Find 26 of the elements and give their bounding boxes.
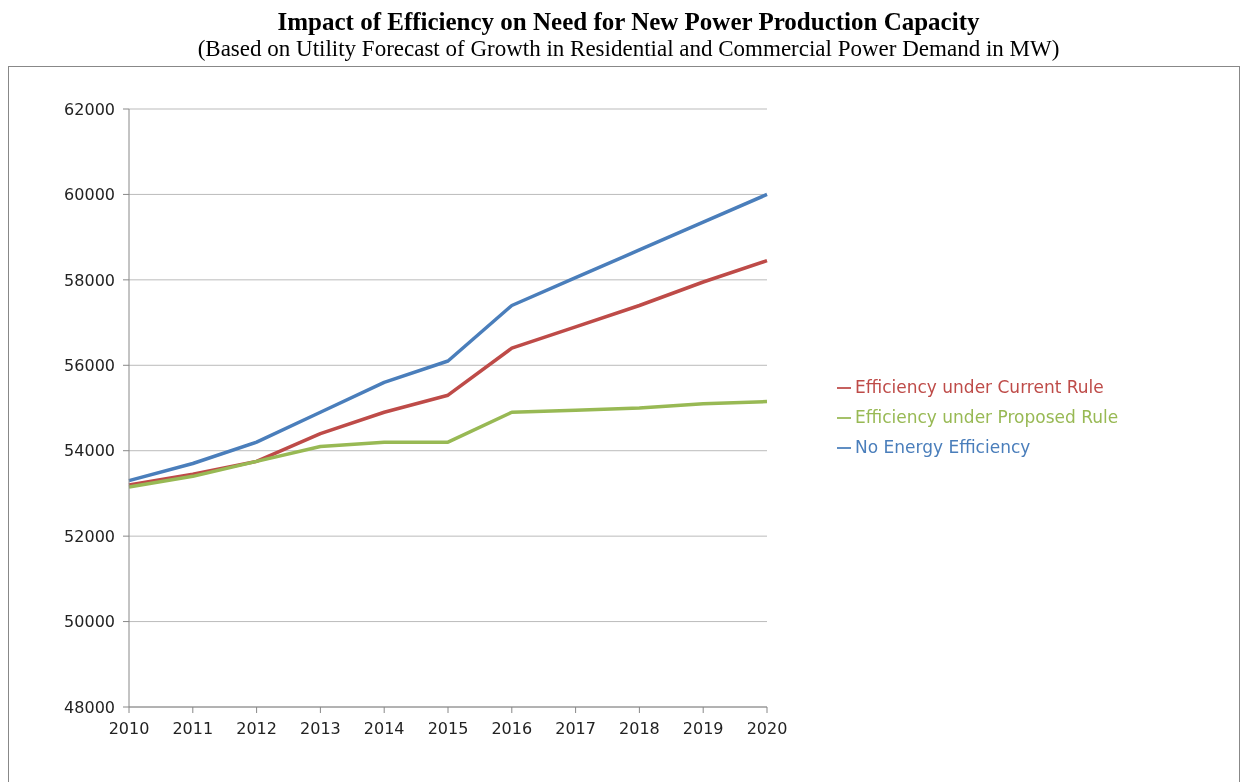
x-tick-label: 2012 — [236, 719, 277, 739]
line-series — [127, 192, 769, 483]
x-tick-label: 2011 — [172, 719, 214, 739]
y-tick-label: 60000 — [64, 185, 115, 205]
y-tick-label: 54000 — [64, 441, 115, 461]
x-tick-label: 2014 — [363, 719, 405, 739]
x-tick-label: 2015 — [427, 719, 469, 739]
x-tick-label: 2020 — [746, 719, 788, 739]
y-tick-label: 56000 — [64, 355, 115, 375]
chart-subtitle: (Based on Utility Forecast of Growth in Residential and Commercial Power Demand in MW) — [196, 36, 1061, 62]
x-tick-label: 2010 — [108, 719, 150, 739]
chart-title: Impact of Efficiency on Need for New Power Production Capacity — [276, 8, 981, 36]
y-tick-label: 48000 — [64, 697, 115, 717]
legend-label: Efficiency under Current Rule — [855, 377, 1104, 397]
x-tick-label: 2019 — [682, 719, 724, 739]
x-tick-label: 2016 — [491, 719, 533, 739]
y-tick-label: 58000 — [64, 270, 115, 290]
line-series — [127, 399, 769, 489]
legend-label: Efficiency under Proposed Rule — [855, 407, 1119, 427]
y-tick-label: 62000 — [64, 99, 115, 119]
x-tick-label: 2013 — [300, 719, 341, 739]
y-tick-label: 50000 — [64, 612, 115, 632]
legend-label: No Energy Efficiency — [855, 437, 1031, 457]
x-tick-label: 2018 — [619, 719, 660, 739]
y-tick-label: 52000 — [64, 526, 115, 546]
x-tick-label: 2017 — [555, 719, 596, 739]
